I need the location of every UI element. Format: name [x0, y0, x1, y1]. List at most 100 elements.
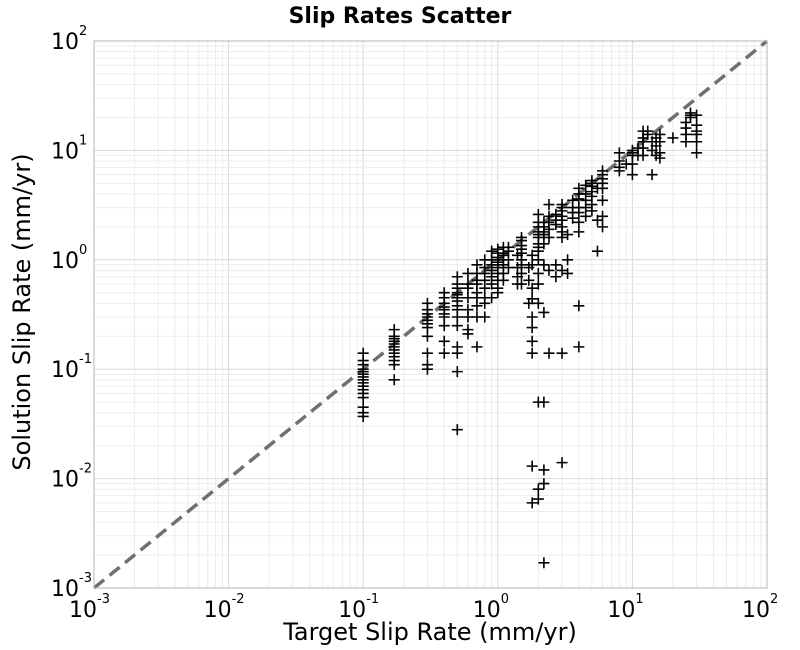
data-point: [562, 254, 574, 266]
y-tick-exponent: -1: [79, 352, 92, 367]
reference-line-layer: [92, 39, 769, 590]
y-tick-base: 10: [51, 468, 79, 493]
data-point: [626, 158, 638, 170]
data-point: [486, 292, 498, 304]
data-point: [562, 229, 574, 241]
data-point: [613, 165, 625, 177]
data-point: [462, 282, 474, 294]
x-tick-label: 10 -2: [204, 592, 245, 623]
data-point: [479, 311, 491, 323]
data-point: [538, 464, 550, 476]
data-point: [438, 347, 450, 359]
x-tick-label: 10 -1: [338, 592, 379, 623]
data-point: [523, 274, 535, 286]
data-point: [357, 392, 369, 404]
data-point: [637, 149, 649, 161]
x-tick-base: 10: [338, 598, 366, 623]
y-tick-exponent: 2: [79, 24, 87, 39]
data-point: [532, 254, 544, 266]
x-tick-base: 10: [742, 598, 770, 623]
data-point: [438, 320, 450, 332]
data-point: [526, 497, 538, 509]
data-point: [421, 347, 433, 359]
data-point: [538, 306, 550, 318]
data-point: [451, 366, 463, 378]
data-point: [471, 300, 483, 312]
y-tick-exponent: 1: [79, 133, 87, 148]
data-point: [597, 182, 609, 194]
data-point: [654, 136, 666, 148]
chart-title: Slip Rates Scatter: [289, 4, 512, 29]
data-point: [526, 322, 538, 334]
data-point: [646, 169, 658, 181]
data-point: [684, 111, 696, 123]
data-point: [526, 347, 538, 359]
y-tick-base: 10: [51, 577, 79, 602]
data-point: [556, 457, 568, 469]
y-tick-base: 10: [51, 139, 79, 164]
data-point: [573, 216, 585, 228]
points-layer: [357, 107, 703, 569]
data-point: [642, 128, 654, 140]
data-point: [543, 231, 555, 243]
data-point: [597, 194, 609, 206]
x-tick-exponent: -3: [97, 592, 110, 607]
data-point: [471, 341, 483, 353]
one-to-one-reference-line: [92, 39, 769, 590]
data-point: [421, 363, 433, 375]
data-point: [532, 297, 544, 309]
data-point: [526, 460, 538, 472]
y-tick-label: 10 -1: [51, 352, 92, 383]
data-point: [526, 249, 538, 261]
data-point: [573, 300, 585, 312]
y-tick-label: 10 2: [51, 24, 87, 55]
x-tick-base: 10: [473, 598, 501, 623]
data-point: [438, 335, 450, 347]
data-point: [532, 267, 544, 279]
data-point: [526, 293, 538, 305]
x-tick-base: 10: [607, 598, 635, 623]
data-point: [538, 259, 550, 271]
data-point: [543, 264, 555, 276]
data-point: [550, 219, 562, 231]
data-point: [516, 267, 528, 279]
data-point: [538, 396, 550, 408]
x-tick-label: 10 0: [473, 592, 509, 623]
data-point: [526, 259, 538, 271]
data-point: [486, 278, 498, 290]
data-point: [586, 205, 598, 217]
x-tick-label: 10 2: [742, 592, 778, 623]
data-point: [597, 210, 609, 222]
data-point: [543, 347, 555, 359]
data-point: [591, 245, 603, 257]
data-point: [626, 169, 638, 181]
y-tick-base: 10: [51, 30, 79, 55]
x-tick-exponent: 1: [635, 592, 643, 607]
data-point: [538, 557, 550, 569]
x-tick-label: 10 -3: [69, 592, 110, 623]
data-point: [462, 328, 474, 340]
data-point: [526, 311, 538, 323]
data-point: [532, 493, 544, 505]
x-tick-labels: 10 -3 10 -2 10 -1 10 0 10 1 10 2: [69, 592, 778, 623]
data-point: [562, 267, 574, 279]
x-axis-label: Target Slip Rate (mm/yr): [282, 618, 577, 646]
x-tick-exponent: 2: [770, 592, 778, 607]
data-point: [573, 341, 585, 353]
data-point: [543, 199, 555, 211]
data-point: [388, 359, 400, 371]
y-tick-exponent: -3: [79, 571, 92, 586]
data-point: [388, 374, 400, 386]
data-point: [357, 410, 369, 422]
data-point: [532, 483, 544, 495]
y-tick-base: 10: [51, 249, 79, 274]
data-point: [691, 109, 703, 121]
y-tick-exponent: -2: [79, 462, 92, 477]
data-point: [532, 278, 544, 290]
data-point: [556, 347, 568, 359]
data-point: [691, 136, 703, 148]
y-tick-base: 10: [51, 358, 79, 383]
y-tick-label: 10 -3: [51, 571, 92, 602]
